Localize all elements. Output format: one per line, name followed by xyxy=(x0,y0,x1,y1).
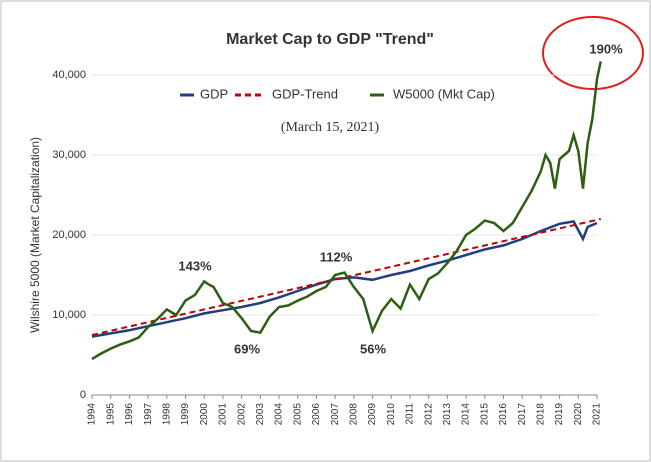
y-tick-label: 30,000 xyxy=(52,149,86,161)
x-tick-label: 2014 xyxy=(461,403,472,426)
annotation: 112% xyxy=(320,249,353,264)
x-tick-label: 2001 xyxy=(218,403,229,426)
x-tick-label: 1998 xyxy=(161,403,172,426)
x-tick-label: 2015 xyxy=(479,403,490,426)
annotation: 69% xyxy=(234,341,260,356)
y-tick-label: 10,000 xyxy=(52,309,86,321)
x-tick-label: 2000 xyxy=(199,403,210,426)
x-tick-label: 2004 xyxy=(274,403,285,426)
x-tick-label: 2019 xyxy=(554,403,565,426)
x-tick-label: 2002 xyxy=(236,403,247,426)
annotation: 190% xyxy=(589,41,623,56)
x-tick-label: 2021 xyxy=(592,403,603,426)
y-tick-label: 0 xyxy=(80,389,86,401)
legend-label: W5000 (Mkt Cap) xyxy=(393,86,495,101)
series-line xyxy=(91,220,598,338)
x-tick-label: 1995 xyxy=(105,403,116,426)
x-tick-label: 2011 xyxy=(405,403,416,425)
legend-label: GDP xyxy=(200,86,228,101)
chart-title: Market Cap to GDP "Trend" xyxy=(226,31,434,48)
annotation: 56% xyxy=(360,341,386,356)
x-tick-label: 1997 xyxy=(143,403,154,426)
x-tick-label: 2008 xyxy=(348,403,359,426)
chart-subtitle: (March 15, 2021) xyxy=(281,120,380,135)
x-tick-label: 2010 xyxy=(386,403,397,426)
x-tick-label: 1999 xyxy=(180,403,191,426)
x-tick-label: 2013 xyxy=(442,403,453,426)
y-axis-label: Wilshire 5000 (Market Capitalization) xyxy=(28,137,42,333)
x-tick-label: 2018 xyxy=(536,403,547,426)
y-tick-label: 40,000 xyxy=(52,69,86,81)
y-tick-label: 20,000 xyxy=(52,229,86,241)
x-tick-label: 1996 xyxy=(124,403,135,426)
legend-label: GDP-Trend xyxy=(272,86,338,101)
x-tick-label: 1994 xyxy=(87,403,98,426)
series-line xyxy=(91,61,602,361)
x-tick-label: 2006 xyxy=(311,403,322,426)
x-tick-label: 2005 xyxy=(292,403,303,426)
x-tick-label: 2016 xyxy=(498,403,509,426)
x-tick-label: 2009 xyxy=(367,403,378,426)
annotation: 143% xyxy=(178,258,212,273)
x-tick-label: 2017 xyxy=(517,403,528,426)
highlight-circle xyxy=(542,16,644,90)
x-tick-label: 2003 xyxy=(255,403,266,426)
x-tick-label: 2007 xyxy=(330,403,341,426)
x-tick-label: 2012 xyxy=(423,403,434,426)
x-tick-label: 2020 xyxy=(573,403,584,426)
